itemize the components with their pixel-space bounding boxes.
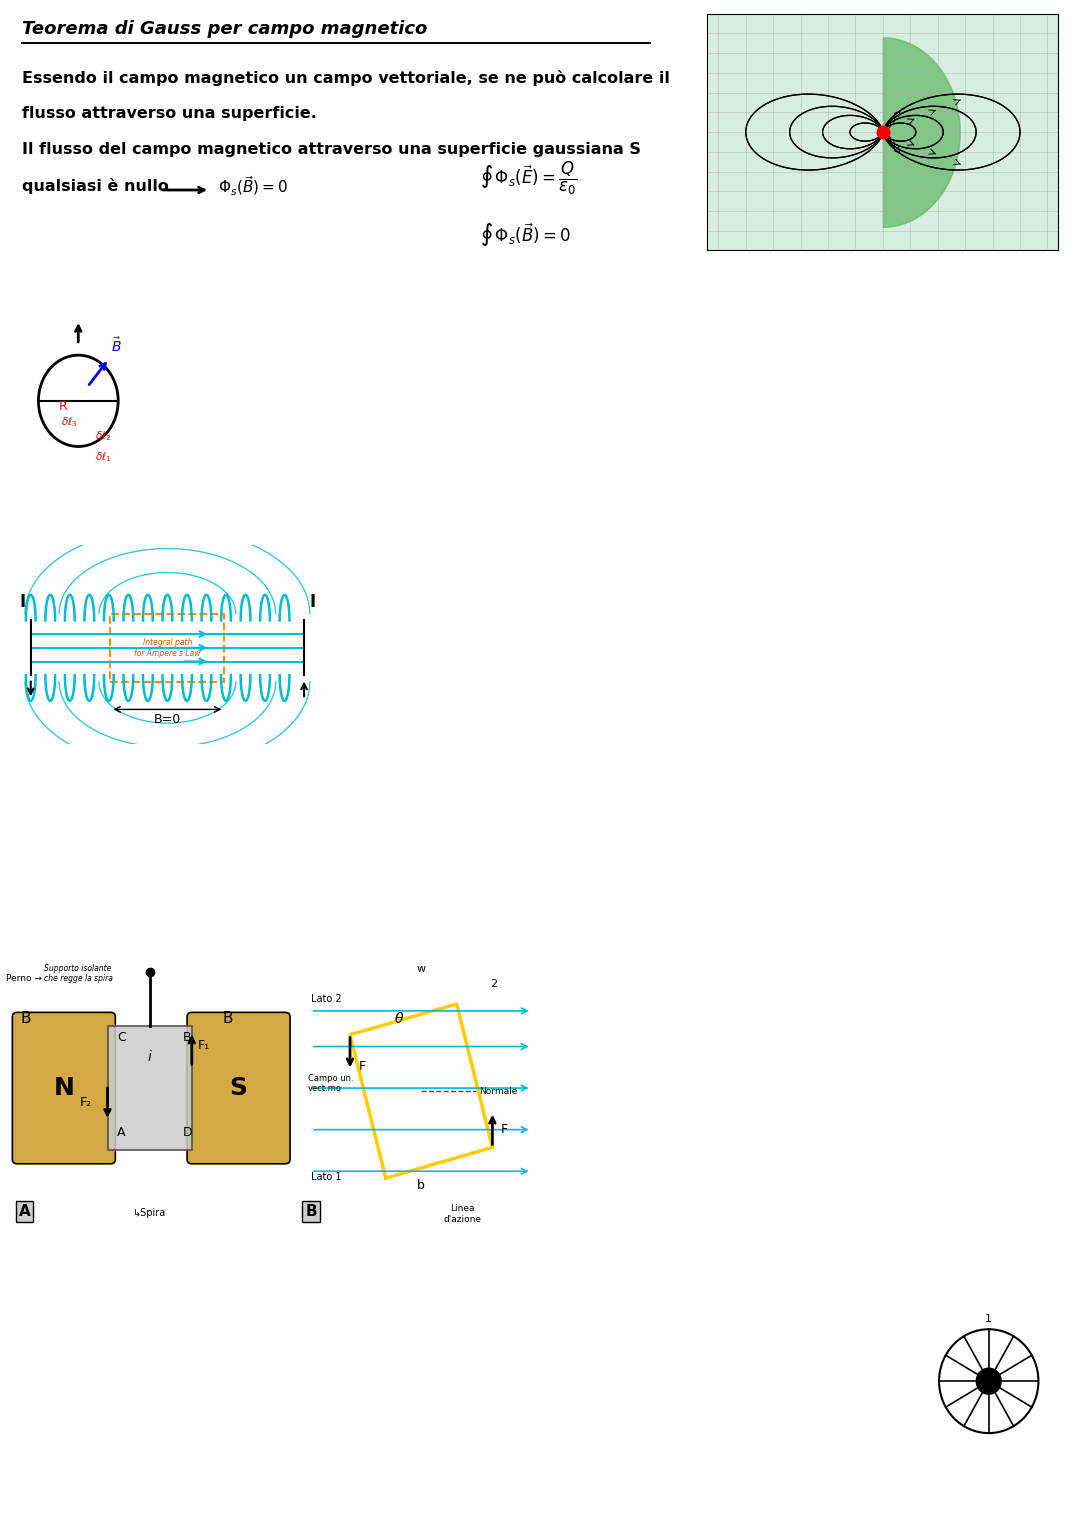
Bar (108, 1026, 192, 1150)
Text: N: N (53, 1077, 75, 1099)
Text: F₂: F₂ (80, 1096, 92, 1109)
Text: Perno →: Perno → (6, 974, 42, 983)
Text: I: I (310, 592, 315, 611)
Text: qualsiasi è nullo: qualsiasi è nullo (22, 179, 168, 194)
Text: flusso attraverso una superficie.: flusso attraverso una superficie. (22, 105, 316, 121)
Text: A: A (117, 1125, 125, 1139)
FancyBboxPatch shape (187, 1012, 291, 1164)
Text: Lato 2: Lato 2 (311, 994, 341, 1003)
Text: $\delta\ell_1$: $\delta\ell_1$ (95, 450, 112, 464)
Text: Teorema di Gauss per campo magnetico: Teorema di Gauss per campo magnetico (22, 20, 428, 38)
Text: b: b (417, 1179, 426, 1193)
Text: B: B (306, 1203, 316, 1219)
Text: Supporto isolante
che regge la spira: Supporto isolante che regge la spira (43, 964, 112, 983)
Text: $\oint\,\Phi_s(\vec{B}) = 0$: $\oint\,\Phi_s(\vec{B}) = 0$ (480, 221, 571, 249)
Text: w: w (417, 964, 426, 974)
Text: F₁: F₁ (198, 1040, 211, 1052)
Text: $\delta\ell_2$: $\delta\ell_2$ (95, 429, 111, 443)
Text: $\vec{B}$: $\vec{B}$ (110, 336, 121, 356)
Text: I: I (19, 592, 26, 611)
Text: B: B (222, 1011, 233, 1026)
Text: F: F (359, 1060, 365, 1073)
Text: B: B (21, 1011, 30, 1026)
Text: Essendo il campo magnetico un campo vettoriale, se ne può calcolare il: Essendo il campo magnetico un campo vett… (22, 70, 670, 86)
Text: Linea
d'azione: Linea d'azione (444, 1205, 482, 1223)
Text: C: C (117, 1031, 125, 1043)
Text: Il flusso del campo magnetico attraverso una superficie gaussiana S: Il flusso del campo magnetico attraverso… (22, 142, 640, 157)
Text: $\Phi_s(\vec{B}) = 0$: $\Phi_s(\vec{B}) = 0$ (218, 176, 288, 199)
Text: $\oint\,\Phi_s(\vec{E}) = \dfrac{Q}{\varepsilon_0}$: $\oint\,\Phi_s(\vec{E}) = \dfrac{Q}{\var… (480, 160, 578, 197)
Text: Lato 1: Lato 1 (311, 1173, 341, 1182)
Text: Normale: Normale (480, 1087, 517, 1095)
Text: F: F (501, 1122, 508, 1136)
Text: A: A (18, 1203, 30, 1219)
Text: R: R (58, 400, 67, 412)
Bar (110, 614, 225, 683)
Text: Campo un.
vect.mo: Campo un. vect.mo (308, 1073, 353, 1093)
Text: 2: 2 (490, 979, 497, 989)
FancyBboxPatch shape (12, 1012, 116, 1164)
Text: ↳Spira: ↳Spira (133, 1208, 166, 1217)
Text: S: S (230, 1077, 247, 1099)
Text: 1: 1 (985, 1315, 993, 1324)
Text: i: i (148, 1051, 151, 1064)
Text: $\theta$: $\theta$ (393, 1011, 404, 1026)
Text: B=0: B=0 (153, 713, 181, 727)
Text: Integral path
for Ampere's Law: Integral path for Ampere's Law (134, 638, 201, 658)
Circle shape (976, 1368, 1001, 1394)
Text: D: D (183, 1125, 192, 1139)
Text: $\delta\ell_3$: $\delta\ell_3$ (62, 415, 78, 429)
Text: B: B (183, 1031, 191, 1043)
